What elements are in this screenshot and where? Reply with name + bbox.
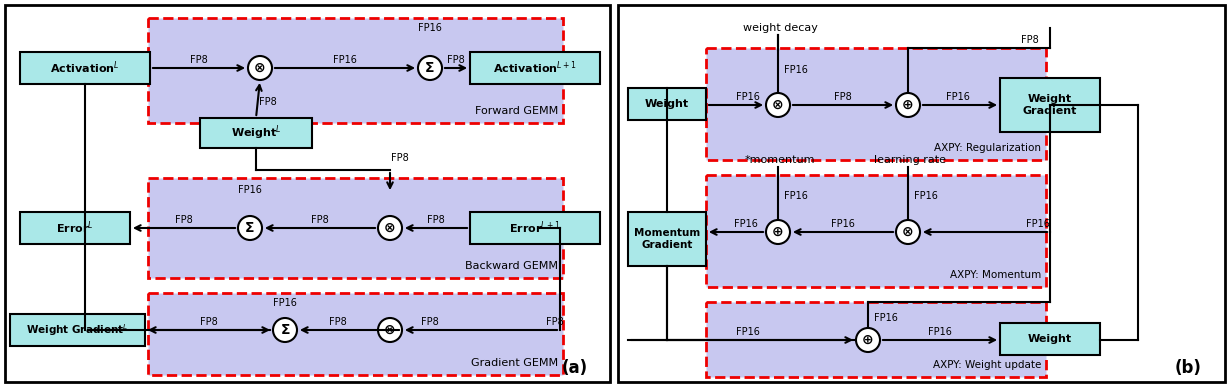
Bar: [148, 293, 563, 375]
Circle shape: [766, 93, 790, 117]
Circle shape: [766, 220, 790, 244]
Text: Backward GEMM: Backward GEMM: [465, 261, 558, 271]
Bar: [629, 88, 706, 120]
Circle shape: [248, 56, 272, 80]
Bar: [470, 212, 600, 244]
Text: FP16: FP16: [831, 219, 855, 229]
Text: FP16: FP16: [239, 185, 262, 195]
Circle shape: [378, 216, 402, 240]
Text: AXPY: Momentum: AXPY: Momentum: [950, 270, 1041, 280]
Circle shape: [418, 56, 442, 80]
Bar: [629, 212, 706, 266]
Text: learning rate: learning rate: [875, 155, 946, 165]
Bar: [706, 175, 1046, 287]
Circle shape: [378, 318, 402, 342]
Bar: [200, 118, 312, 148]
Text: ⊕: ⊕: [862, 333, 873, 347]
Text: ⊕: ⊕: [902, 98, 914, 112]
Text: ⊗: ⊗: [384, 323, 396, 337]
Text: FP8: FP8: [427, 215, 445, 225]
Bar: [617, 5, 1225, 382]
Bar: [706, 302, 1046, 377]
Text: ⊗: ⊗: [384, 221, 396, 235]
Text: FP8: FP8: [448, 55, 465, 65]
Text: FP8: FP8: [546, 317, 563, 327]
Bar: [706, 48, 1046, 160]
Text: AXPY: Regularization: AXPY: Regularization: [934, 143, 1041, 153]
Text: Σ: Σ: [280, 323, 290, 337]
Circle shape: [273, 318, 296, 342]
Text: FP16: FP16: [875, 313, 898, 323]
Text: FP8: FP8: [191, 55, 208, 65]
Text: Error$^L$: Error$^L$: [57, 220, 93, 236]
Bar: [20, 52, 150, 84]
Text: Weight: Weight: [1028, 334, 1073, 344]
Text: FP16: FP16: [273, 298, 296, 308]
Text: FP16: FP16: [418, 23, 442, 33]
Text: weight decay: weight decay: [743, 23, 818, 33]
Bar: [470, 52, 600, 84]
Text: FP16: FP16: [914, 191, 938, 201]
Text: Momentum
Gradient: Momentum Gradient: [633, 228, 700, 250]
Text: (a): (a): [562, 359, 588, 377]
Text: FP16: FP16: [784, 191, 808, 201]
Text: FP16: FP16: [734, 219, 758, 229]
Text: ⊗: ⊗: [772, 98, 784, 112]
Text: ⊕: ⊕: [772, 225, 784, 239]
Text: FP8: FP8: [311, 215, 328, 225]
Text: Activation$^{L+1}$: Activation$^{L+1}$: [493, 60, 577, 76]
Text: FP16: FP16: [784, 65, 808, 75]
Bar: [148, 178, 563, 278]
Text: FP16: FP16: [333, 55, 357, 65]
Text: Forward GEMM: Forward GEMM: [475, 106, 558, 116]
Text: FP8: FP8: [260, 97, 277, 107]
Bar: [1000, 323, 1100, 355]
Bar: [20, 212, 130, 244]
Text: FP16: FP16: [736, 327, 760, 337]
Text: Σ: Σ: [245, 221, 255, 235]
Text: Σ: Σ: [426, 61, 434, 75]
Text: ⊗: ⊗: [902, 225, 914, 239]
Text: (b): (b): [1175, 359, 1202, 377]
Text: AXPY: Weight update: AXPY: Weight update: [932, 360, 1041, 370]
Bar: [10, 314, 145, 346]
Bar: [1000, 78, 1100, 132]
Text: Weight$^L$: Weight$^L$: [230, 124, 282, 142]
Text: FP16: FP16: [929, 327, 952, 337]
Text: FP8: FP8: [328, 317, 347, 327]
Text: Error$^{L+1}$: Error$^{L+1}$: [509, 220, 561, 236]
Text: FP16: FP16: [1026, 219, 1050, 229]
Text: Weight Gradient$^L$: Weight Gradient$^L$: [26, 322, 129, 338]
Text: FP8: FP8: [175, 215, 193, 225]
Text: Activation$^L$: Activation$^L$: [50, 60, 119, 76]
Text: Weight
Gradient: Weight Gradient: [1023, 94, 1077, 116]
Text: FP8: FP8: [834, 92, 852, 102]
Circle shape: [895, 220, 920, 244]
Circle shape: [856, 328, 879, 352]
Text: FP8: FP8: [421, 317, 439, 327]
Bar: [5, 5, 610, 382]
Text: Weight: Weight: [645, 99, 689, 109]
Text: FP16: FP16: [946, 92, 970, 102]
Text: Gradient GEMM: Gradient GEMM: [471, 358, 558, 368]
Text: ⊗: ⊗: [255, 61, 266, 75]
Text: *momentum: *momentum: [744, 155, 815, 165]
Text: FP8: FP8: [391, 153, 408, 163]
Circle shape: [895, 93, 920, 117]
Text: FP8: FP8: [200, 317, 218, 327]
Text: FP16: FP16: [736, 92, 760, 102]
Circle shape: [237, 216, 262, 240]
Text: FP8: FP8: [1021, 35, 1039, 45]
Bar: [148, 18, 563, 123]
